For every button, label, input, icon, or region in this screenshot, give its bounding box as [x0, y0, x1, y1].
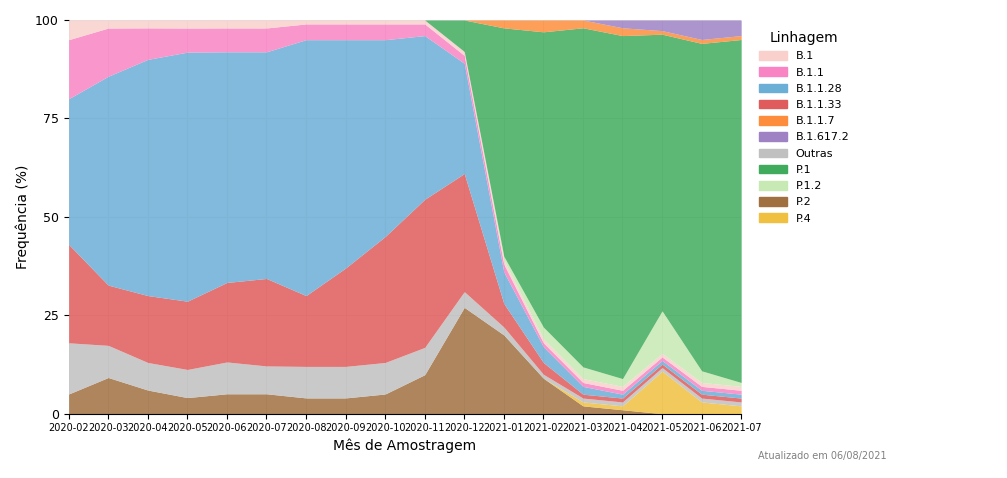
Text: Atualizado em 06/08/2021: Atualizado em 06/08/2021	[757, 451, 886, 461]
Y-axis label: Frequência (%): Frequência (%)	[15, 164, 29, 269]
X-axis label: Mês de Amostragem: Mês de Amostragem	[333, 439, 476, 454]
Legend: B.1, B.1.1, B.1.1.28, B.1.1.33, B.1.1.7, B.1.617.2, Outras, P.1, P.1.2, P.2, P.4: B.1, B.1.1, B.1.1.28, B.1.1.33, B.1.1.7,…	[753, 25, 855, 229]
